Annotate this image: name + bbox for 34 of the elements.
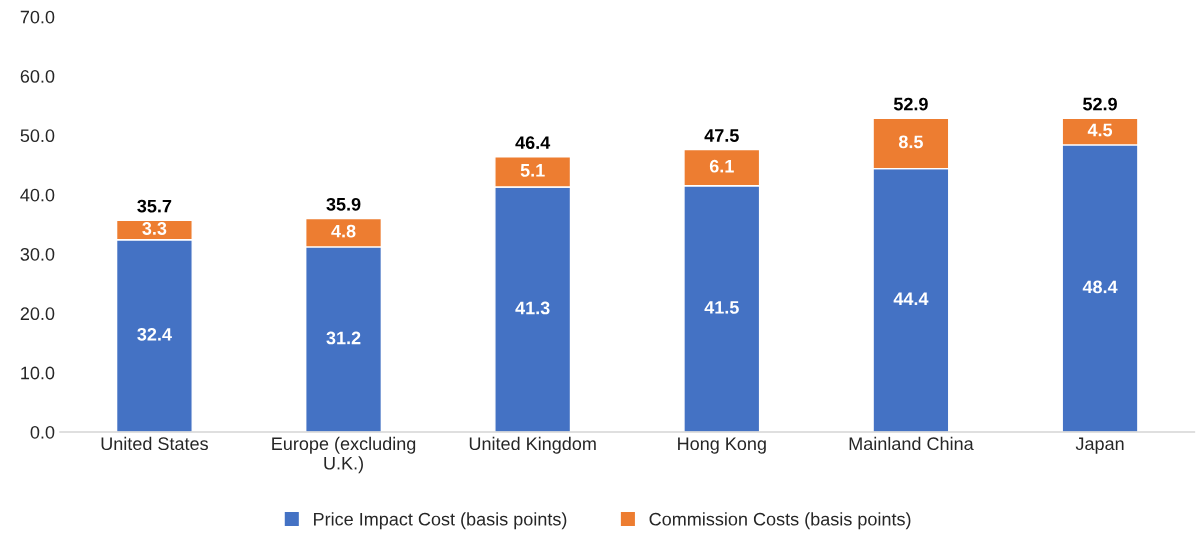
x-tick-label: Mainland China bbox=[849, 436, 974, 451]
data-label: 31.2 bbox=[326, 331, 361, 345]
x-tick-label: United Kingdom bbox=[469, 436, 596, 454]
y-tick-label: 0.0 bbox=[30, 425, 55, 439]
data-label: 4.5 bbox=[1087, 123, 1113, 137]
total-label: 46.4 bbox=[515, 136, 551, 150]
total-label: 35.7 bbox=[137, 199, 172, 213]
data-label: 44.4 bbox=[893, 292, 929, 305]
data-label: 3.3 bbox=[142, 222, 167, 235]
data-label: 48.4 bbox=[1082, 280, 1118, 294]
data-label: 41.3 bbox=[515, 301, 550, 315]
y-tick-label: 40.0 bbox=[20, 188, 55, 202]
total-label: 52.9 bbox=[1083, 97, 1117, 111]
total-label: 47.5 bbox=[704, 129, 739, 142]
data-label: 8.5 bbox=[898, 135, 923, 149]
data-label: 5.1 bbox=[520, 164, 545, 177]
x-tick-label: Europe (excluding U.K.) bbox=[272, 436, 416, 474]
y-tick-label: 50.0 bbox=[20, 129, 55, 143]
data-label: 6.1 bbox=[709, 159, 734, 173]
x-tick-label: Japan bbox=[1075, 437, 1124, 454]
x-tick-label: United States bbox=[101, 436, 208, 451]
y-tick-label: 10.0 bbox=[21, 366, 55, 380]
x-tick-label: Hong Kong bbox=[678, 437, 766, 454]
total-label: 52.9 bbox=[893, 97, 928, 111]
data-label: 41.5 bbox=[704, 301, 739, 314]
y-tick-label: 70.0 bbox=[20, 10, 55, 24]
y-tick-label: 30.0 bbox=[20, 247, 55, 261]
total-label: 35.9 bbox=[326, 197, 361, 211]
data-label: 4.8 bbox=[331, 224, 356, 238]
legend-label: Price Impact Cost (basis points) bbox=[314, 512, 567, 530]
data-label: 32.4 bbox=[137, 327, 172, 341]
legend-label: Commission Costs (basis points) bbox=[649, 512, 911, 530]
y-tick-label: 60.0 bbox=[20, 70, 55, 83]
y-tick-label: 20.0 bbox=[20, 307, 55, 321]
